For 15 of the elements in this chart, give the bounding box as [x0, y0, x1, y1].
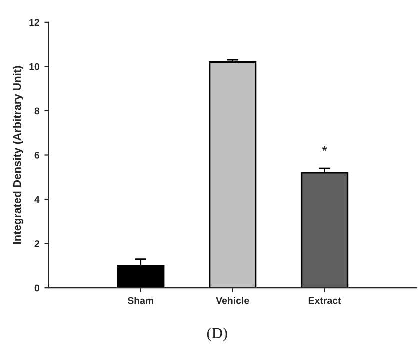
bar — [300, 172, 349, 288]
y-tick-label: 10 — [30, 63, 40, 70]
y-tick-label: 2 — [34, 240, 40, 248]
y-tick-label: 8 — [34, 108, 40, 115]
text: (D) — [207, 328, 228, 342]
x-tick-label: Vehicle — [216, 297, 250, 304]
y-tick-label: 6 — [34, 152, 40, 159]
y-tick-label: 0 — [34, 284, 40, 292]
x-tick-label: Sham — [128, 297, 154, 304]
y-tick-label: 12 — [30, 19, 40, 26]
x-tick-label: Extract — [308, 297, 342, 304]
y-axis-title: Integrated Density (Arbitrary Unit) — [13, 66, 24, 244]
annotation: * — [322, 146, 328, 152]
y-tick-label: 4 — [34, 196, 40, 204]
bar — [209, 61, 257, 288]
